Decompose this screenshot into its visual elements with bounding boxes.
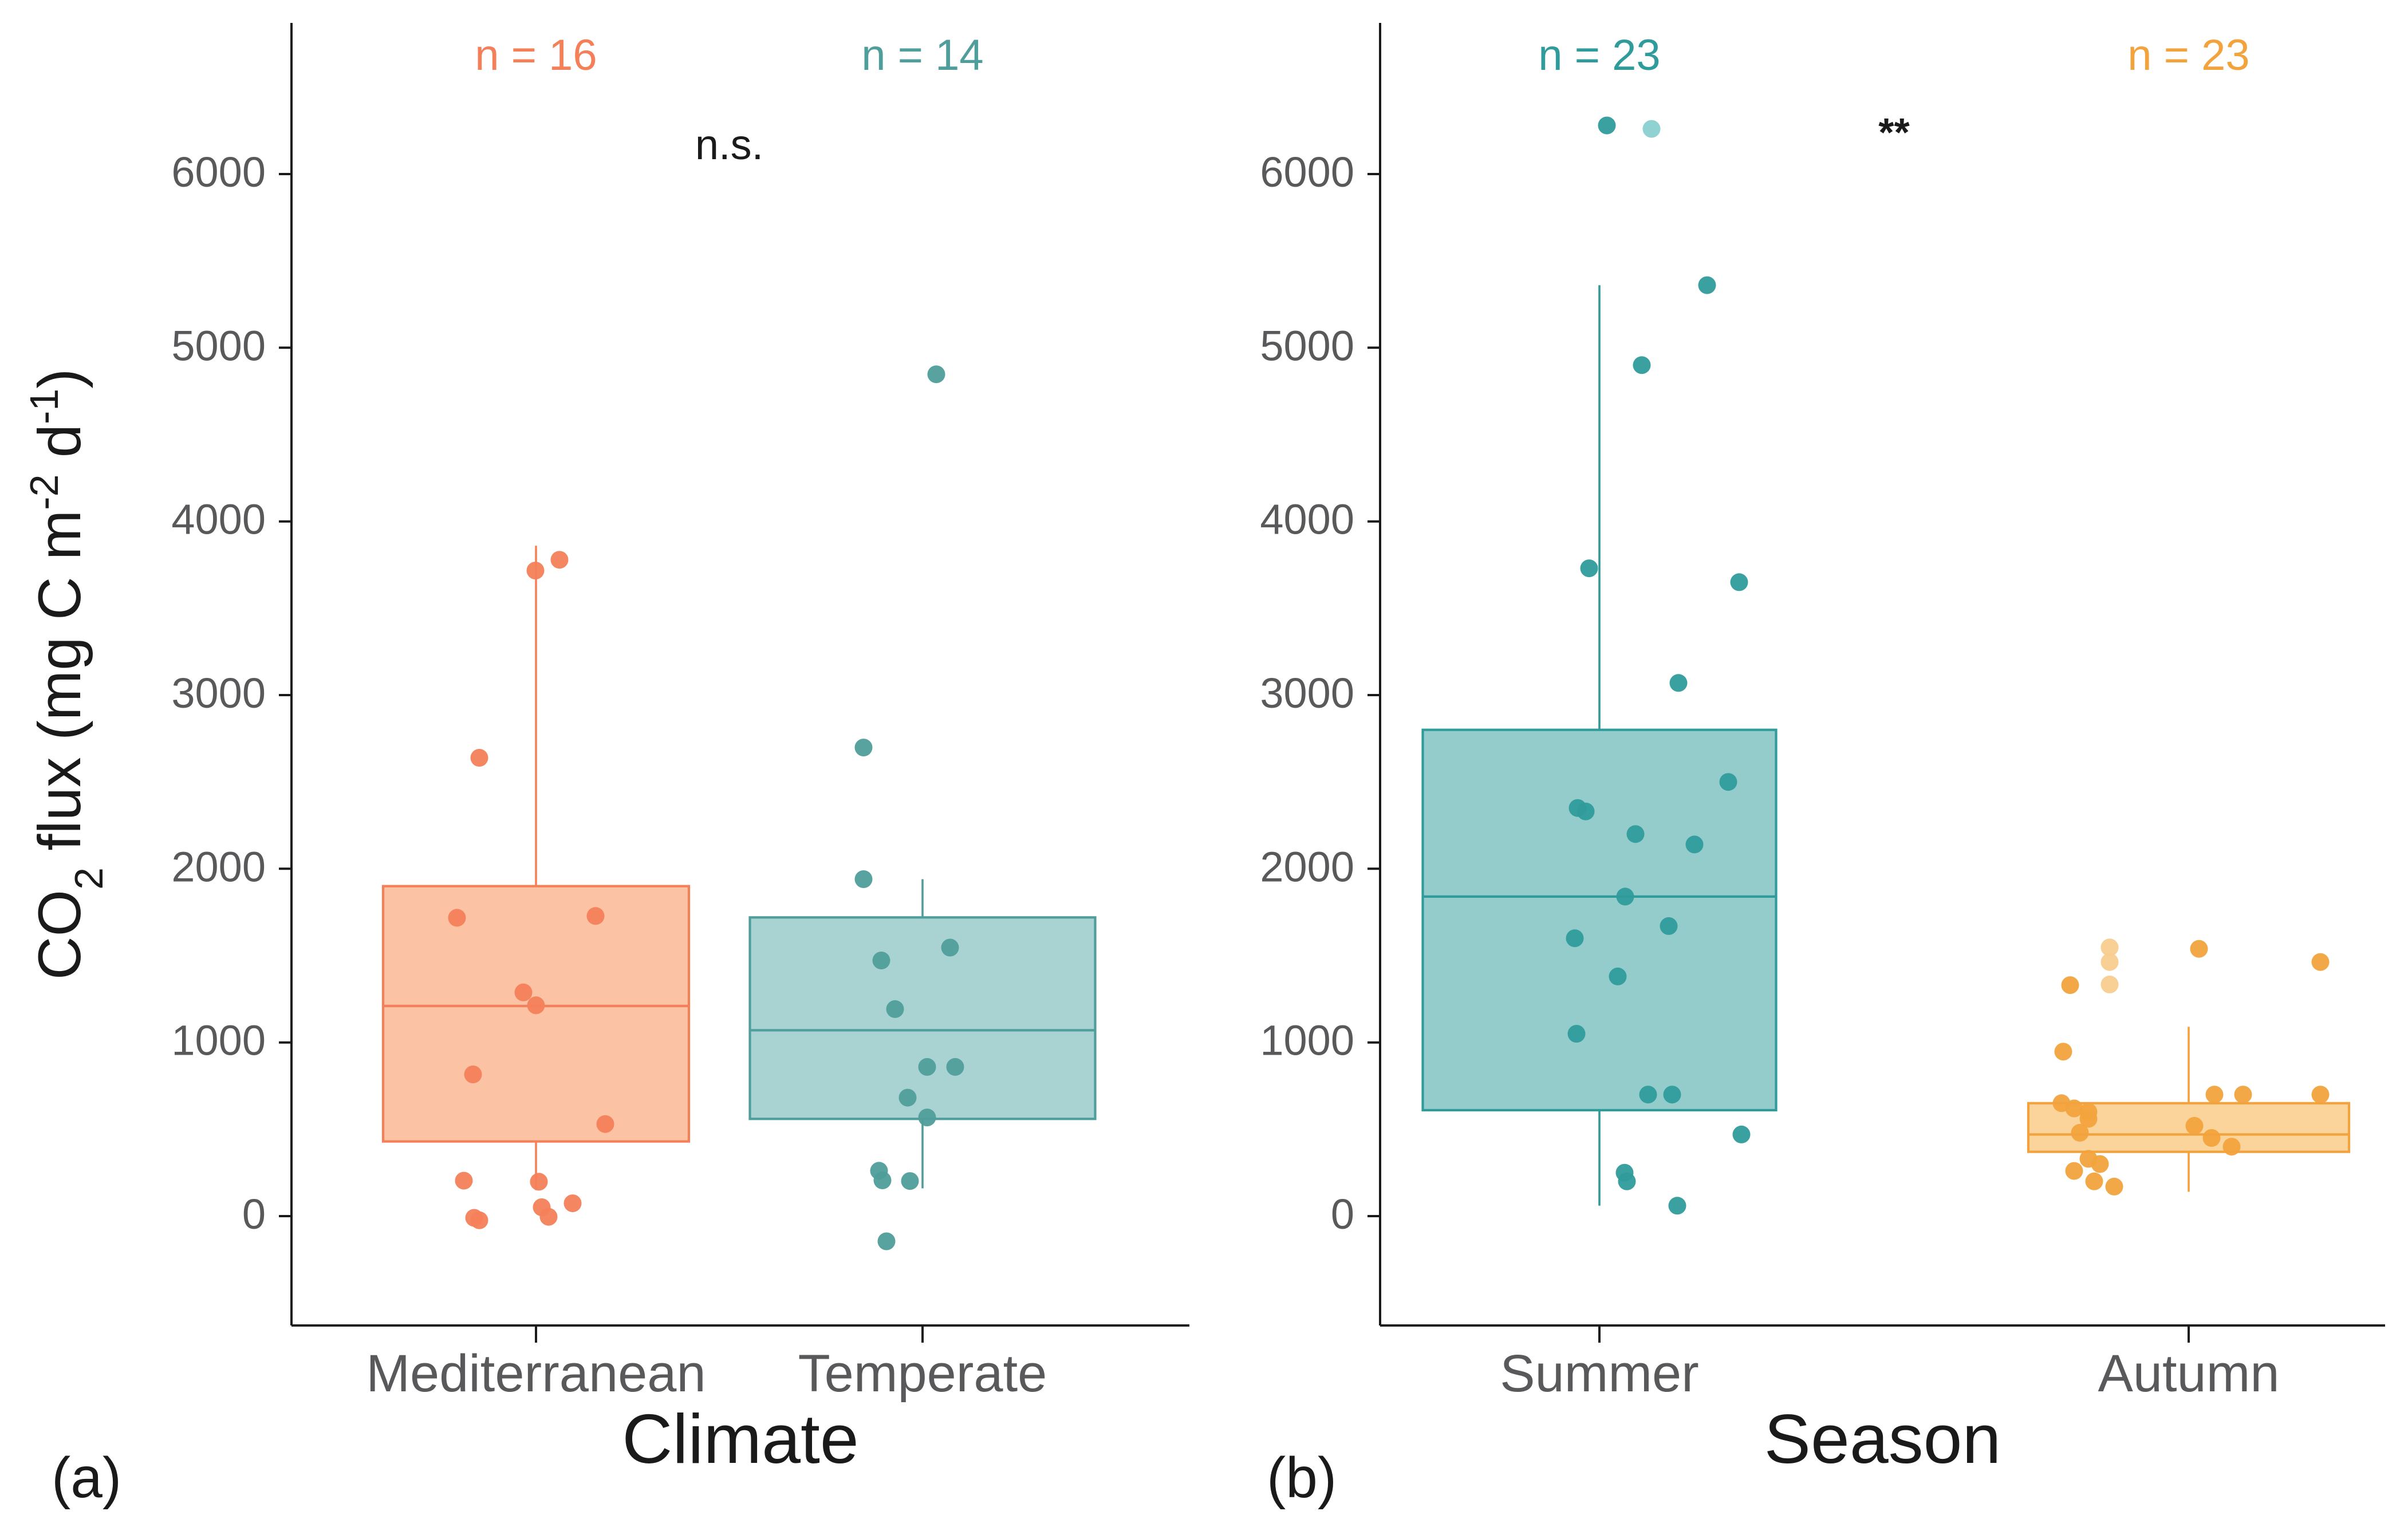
svg-text:3000: 3000 [171,669,266,717]
svg-text:5000: 5000 [1260,322,1354,369]
svg-text:5000: 5000 [171,322,266,369]
svg-text:Season: Season [1764,1400,2001,1478]
svg-text:Climate: Climate [622,1400,859,1478]
svg-text:(b): (b) [1267,1446,1337,1510]
svg-text:**: ** [1878,110,1910,155]
svg-text:4000: 4000 [171,496,266,543]
svg-text:Temperate: Temperate [798,1344,1047,1403]
svg-text:n = 23: n = 23 [2127,31,2249,80]
svg-text:(a): (a) [52,1446,121,1510]
svg-text:2000: 2000 [171,843,266,890]
svg-text:0: 0 [1331,1190,1354,1238]
svg-text:4000: 4000 [1260,496,1354,543]
svg-text:Summer: Summer [1500,1344,1699,1403]
svg-text:2000: 2000 [1260,843,1354,890]
svg-text:3000: 3000 [1260,669,1354,717]
svg-text:Autumn: Autumn [2098,1344,2279,1403]
svg-text:n = 16: n = 16 [475,31,597,80]
svg-text:n = 23: n = 23 [1538,31,1660,80]
svg-text:1000: 1000 [171,1017,266,1064]
svg-text:n.s.: n.s. [695,121,763,168]
svg-text:6000: 6000 [171,148,266,196]
svg-text:1000: 1000 [1260,1017,1354,1064]
svg-text:Mediterranean: Mediterranean [366,1344,706,1403]
svg-text:6000: 6000 [1260,148,1354,196]
svg-text:0: 0 [242,1190,266,1238]
svg-text:n = 14: n = 14 [861,31,983,80]
